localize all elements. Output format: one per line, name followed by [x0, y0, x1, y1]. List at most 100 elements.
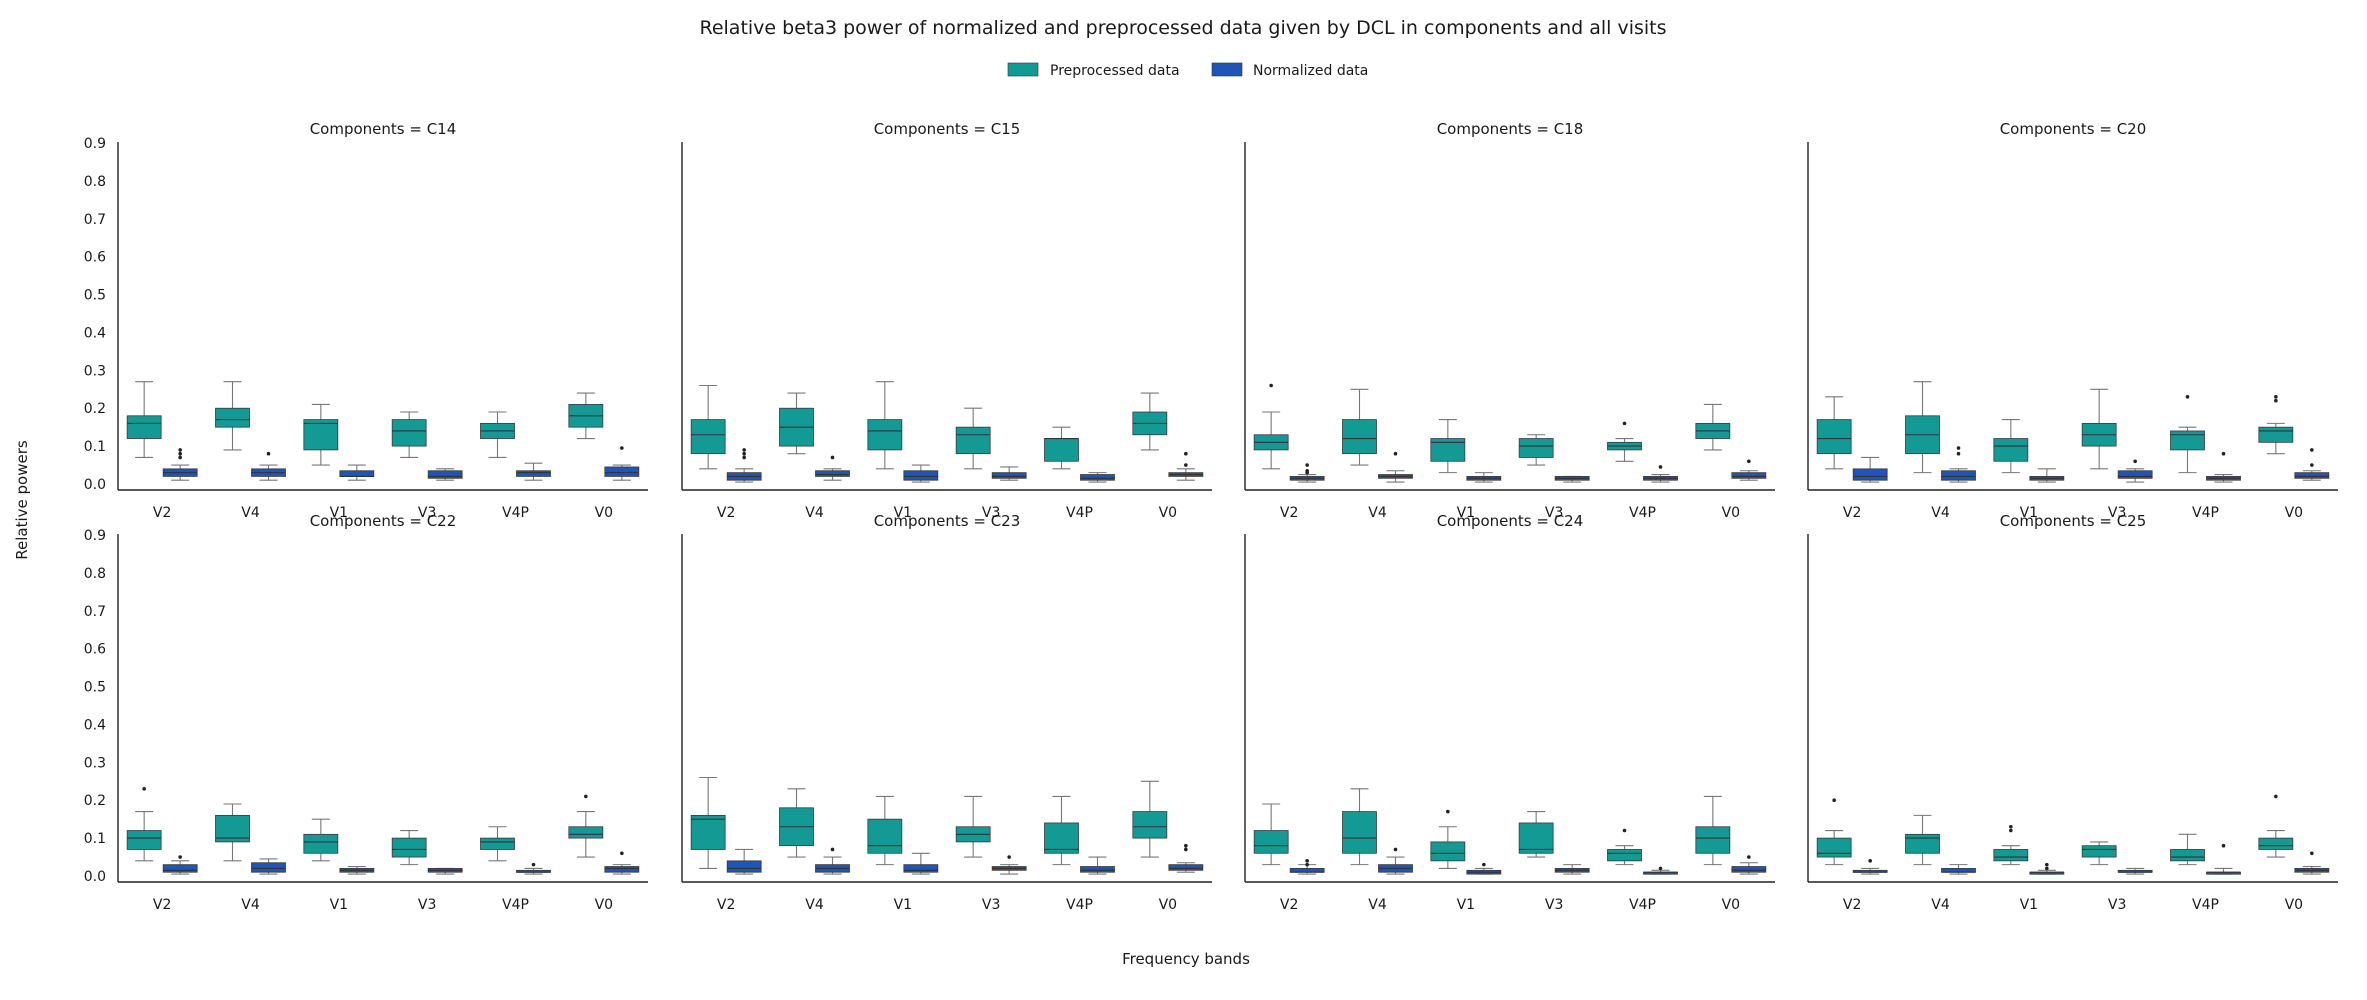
y-tick-label: 0.5: [84, 288, 106, 304]
box-preprocessed-v1: [1430, 809, 1466, 869]
x-tick-label: V2: [717, 897, 735, 913]
x-tick-label: V4P: [1629, 897, 1656, 913]
box-preprocessed-v0: [2258, 794, 2294, 858]
y-tick-label: 0.1: [84, 439, 106, 455]
x-tick-label: V2: [717, 505, 735, 521]
box-normalized-v3: [427, 867, 463, 875]
outlier-point: [2274, 794, 2278, 799]
box-normalized-v1: [339, 865, 375, 875]
iqr-box: [1080, 866, 1115, 873]
box-preprocessed-v1: [1993, 824, 2029, 866]
outlier-point: [2185, 395, 2190, 399]
legend-swatch-normalized: [1211, 62, 1243, 77]
box-normalized-v0: [1168, 451, 1204, 481]
outlier-point: [2045, 862, 2049, 867]
x-tick-label: V3: [1545, 505, 1563, 521]
outlier-point: [1305, 859, 1309, 863]
x-tick-label: V1: [1457, 505, 1475, 521]
box-preprocessed-v1: [1993, 419, 2029, 474]
iqr-box: [1080, 474, 1115, 481]
iqr-box: [955, 426, 991, 455]
box-preprocessed-v3: [391, 411, 427, 459]
y-tick-label: 0.2: [84, 401, 106, 417]
box-preprocessed-v3: [2081, 388, 2117, 470]
box-normalized-v4: [1941, 864, 1976, 875]
iqr-box: [391, 837, 427, 858]
box-normalized-v4: [251, 451, 286, 481]
outlier-point: [2274, 395, 2278, 399]
iqr-box: [903, 470, 939, 481]
x-tick-label: V1: [2020, 897, 2038, 913]
iqr-box: [1731, 472, 1767, 479]
iqr-box: [162, 864, 198, 873]
box-preprocessed-v4p: [480, 411, 515, 459]
box-preprocessed-v4p: [1607, 421, 1642, 462]
iqr-box: [1905, 833, 1940, 854]
iqr-box: [1168, 864, 1204, 871]
box-normalized-v4: [1378, 847, 1413, 875]
box-preprocessed-v3: [1518, 811, 1554, 858]
outlier-point: [1184, 843, 1188, 848]
outlier-point: [620, 851, 624, 856]
x-tick-label: V3: [982, 505, 1000, 521]
y-tick-label: 0.4: [84, 717, 106, 733]
outlier-point: [2310, 463, 2314, 467]
iqr-box: [1044, 822, 1079, 854]
x-tick-label: V4P: [502, 505, 529, 521]
box-preprocessed-v0: [1132, 392, 1168, 451]
iqr-box: [2117, 470, 2153, 479]
box-preprocessed-v4p: [480, 826, 515, 862]
x-tick-label: V2: [1843, 897, 1861, 913]
iqr-box: [1518, 822, 1554, 854]
box-normalized-v4p: [516, 862, 551, 875]
box-preprocessed-v2: [126, 787, 162, 862]
box-preprocessed-v2: [690, 384, 726, 470]
x-tick-label: V2: [153, 505, 171, 521]
y-tick-label: 0.9: [84, 528, 106, 544]
y-tick-label: 0.0: [84, 477, 106, 493]
box-preprocessed-v0: [1695, 795, 1731, 866]
box-normalized-v1: [1466, 862, 1502, 875]
iqr-box: [2081, 845, 2117, 858]
box-normalized-v4: [815, 847, 850, 875]
box-normalized-v4p: [1643, 866, 1678, 875]
outlier-point: [178, 448, 182, 452]
facet-grid: Components = C14 0.0 0.1 0.2 0.3 0.4 0.5 0.6 0.7…: [84, 120, 2338, 913]
outlier-point: [1747, 459, 1751, 464]
y-tick-label: 0.6: [84, 250, 106, 266]
iqr-box: [2294, 472, 2330, 479]
box-preprocessed-v4: [1905, 381, 1940, 474]
outlier-point: [142, 787, 146, 791]
iqr-box: [303, 833, 339, 854]
iqr-box: [1941, 868, 1976, 873]
panel-title: Components = C25: [2000, 512, 2147, 530]
y-tick-label: 0.4: [84, 325, 106, 341]
x-tick-label: V0: [2285, 505, 2303, 521]
x-tick-label: V2: [153, 897, 171, 913]
outlier-point: [2274, 398, 2278, 403]
figure-title: Relative beta3 power of normalized and p…: [699, 17, 1666, 39]
iqr-box: [1430, 841, 1466, 862]
box-normalized-v4p: [516, 462, 551, 481]
x-tick-label: V4P: [502, 897, 529, 913]
x-tick-label: V0: [595, 897, 613, 913]
x-tick-label: V0: [595, 505, 613, 521]
panel-6: Components = C24 V2 V4 V1 V3 V4P V0: [1244, 512, 1775, 913]
outlier-point: [1007, 855, 1011, 859]
box-normalized-v2: [162, 855, 198, 875]
iqr-box: [2258, 837, 2294, 850]
box-normalized-v1: [903, 464, 939, 483]
x-tick-label: V4: [1368, 897, 1387, 913]
panel-title: Components = C18: [1437, 120, 1584, 138]
outlier-point: [1305, 468, 1309, 473]
legend-label-preprocessed: Preprocessed data: [1050, 63, 1180, 79]
y-tick-label: 0.2: [84, 793, 106, 809]
box-preprocessed-v0: [568, 794, 604, 858]
x-tick-label: V4P: [1066, 505, 1093, 521]
x-tick-label: V4: [805, 897, 824, 913]
y-tick-label: 0.9: [84, 136, 106, 152]
box-preprocessed-v3: [955, 795, 991, 858]
y-tick-label: 0.0: [84, 869, 106, 885]
box-normalized-v4: [1941, 446, 1976, 483]
